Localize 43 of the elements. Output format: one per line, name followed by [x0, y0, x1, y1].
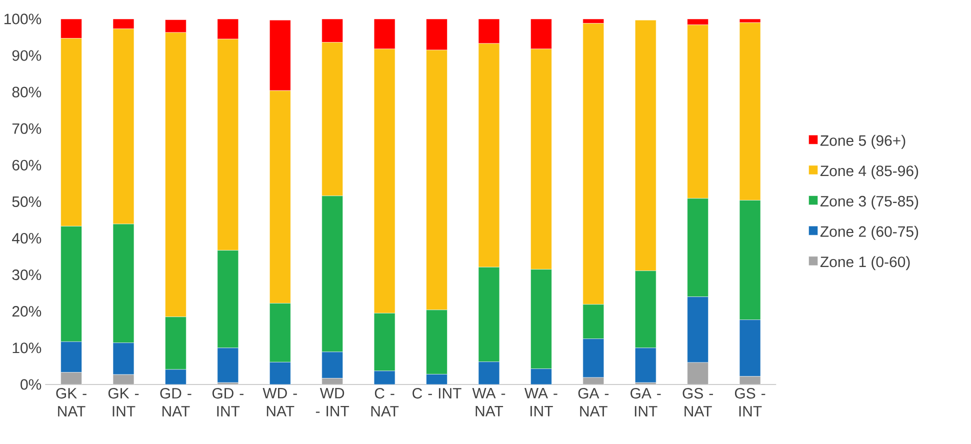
y-tick-label: 50% — [12, 196, 42, 207]
x-tick-label: GD - NAT — [160, 388, 192, 416]
bar — [269, 362, 291, 384]
x-tick-label: WA - INT — [524, 388, 558, 416]
x-tick-label: WD - INT — [316, 388, 350, 416]
x-tick-label: WD - NAT — [262, 388, 297, 416]
bar — [739, 319, 761, 376]
legend-label: Zone 5 (96+) — [820, 134, 906, 149]
y-tick-label: 30% — [12, 269, 42, 280]
x-tick-label: GK - NAT — [56, 388, 86, 416]
y-tick-label: 100% — [4, 13, 42, 24]
legend-label: Zone 3 (75-85) — [820, 195, 918, 210]
x-tick-label: WA - NAT — [472, 388, 506, 416]
bar — [530, 368, 552, 384]
bar — [426, 374, 448, 384]
bar — [217, 348, 239, 383]
y-tick-label: 60% — [12, 160, 42, 170]
y-tick-label: 0% — [20, 378, 42, 390]
legend-label: Zone 4 (85-96) — [820, 165, 918, 179]
x-tick-label: GS - NAT — [682, 388, 713, 416]
x-tick-label: GK - INT — [108, 388, 139, 416]
x-tick-label: GD - INT — [212, 388, 244, 416]
x-tick-label: GS - INT — [734, 388, 766, 416]
bar — [687, 296, 708, 362]
bar — [322, 352, 343, 378]
x-tick-label: C - NAT — [371, 388, 399, 416]
bar — [60, 341, 82, 372]
y-tick-label: 40% — [12, 232, 42, 244]
y-tick-label: 80% — [12, 86, 42, 98]
bar — [582, 338, 604, 378]
y-tick-label: 90% — [12, 50, 42, 61]
x-tick-label: GA - INT — [630, 388, 661, 416]
y-tick-label: 20% — [12, 306, 42, 316]
bar — [112, 342, 134, 375]
y-tick-label: 70% — [12, 123, 42, 134]
bar — [478, 361, 500, 384]
bar — [165, 369, 186, 384]
y-tick-label: 10% — [12, 342, 42, 354]
bar — [634, 348, 656, 383]
x-tick-label: C - INT — [412, 388, 462, 398]
legend-label: Zone 2 (60-75) — [820, 226, 918, 240]
legend-label: Zone 1 (0-60) — [820, 256, 910, 270]
x-tick-label: GA - NAT — [578, 388, 609, 416]
